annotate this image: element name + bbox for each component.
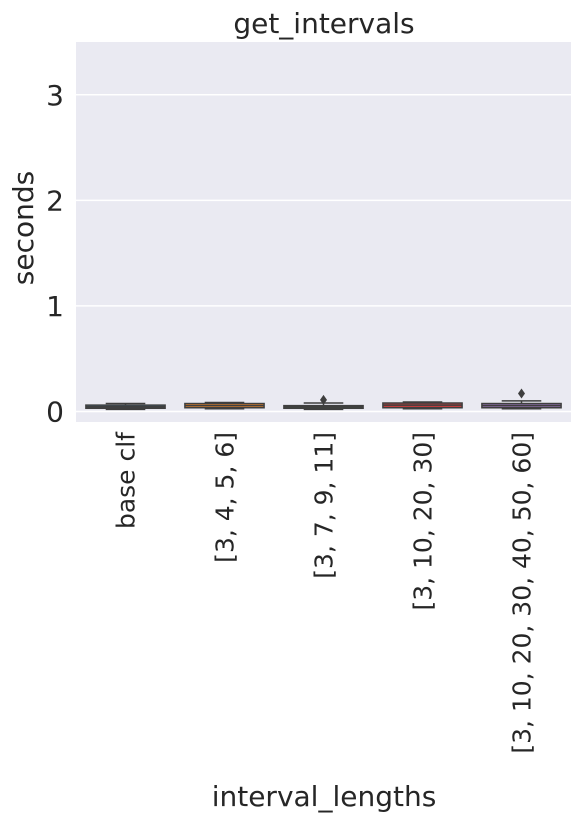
- x-tick-label: [3, 7, 9, 11]: [310, 432, 339, 579]
- x-axis-label: interval_lengths: [212, 780, 437, 813]
- y-tick-label: 0: [46, 395, 64, 428]
- x-tick-label: [3, 10, 20, 30, 40, 50, 60]: [508, 432, 537, 754]
- outlier-point: [320, 394, 327, 405]
- x-axis-ticks: base clf [3, 4, 5, 6] [3, 7, 9, 11] [3, 10,…: [112, 431, 537, 754]
- box-series: [85, 388, 562, 411]
- box-4: [481, 388, 562, 410]
- y-tick-label: 2: [46, 184, 64, 217]
- chart-title: get_intervals: [233, 7, 414, 40]
- y-tick-label: 3: [46, 79, 64, 112]
- box-3: [382, 401, 463, 410]
- outlier-point: [518, 388, 525, 399]
- x-tick-label: [3, 4, 5, 6]: [211, 432, 240, 563]
- y-axis-label: seconds: [7, 171, 40, 285]
- x-tick-label: base clf: [112, 431, 141, 529]
- box-2: [283, 394, 364, 411]
- box-1: [184, 401, 265, 410]
- grid-lines: [76, 94, 571, 413]
- x-tick-label: [3, 10, 20, 30]: [409, 432, 438, 611]
- plot-background: [76, 42, 571, 422]
- y-tick-label: 1: [46, 290, 64, 323]
- box-0: [85, 402, 166, 411]
- y-axis-ticks: 0 1 2 3: [46, 79, 64, 429]
